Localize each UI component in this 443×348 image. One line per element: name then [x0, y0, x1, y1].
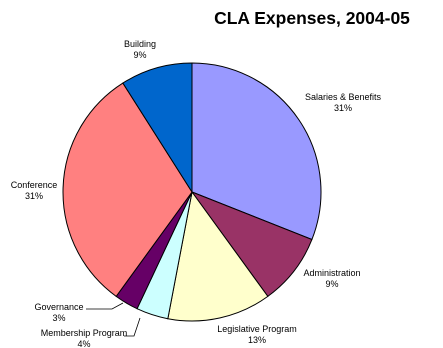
pie-slice-salaries-and-benefits	[191, 62, 322, 241]
slice-label-governance: Governance 3%	[34, 302, 83, 323]
slice-label-name: Administration	[303, 268, 360, 278]
slice-label-percent: 3%	[52, 313, 65, 323]
slice-label-percent: 13%	[248, 335, 266, 345]
pie-slice-conference	[62, 82, 193, 298]
slice-label-building: Building 9%	[124, 39, 156, 60]
slice-label-name: Conference	[11, 180, 58, 190]
slice-label-percent: 31%	[334, 103, 352, 113]
slice-label-name: Salaries & Benefits	[305, 92, 382, 102]
chart-title: CLA Expenses, 2004-05	[214, 8, 410, 28]
slice-label-conference: Conference 31%	[11, 180, 58, 201]
leader-line-membership-program	[124, 317, 141, 337]
slice-label-name: Legislative Program	[217, 324, 297, 334]
slice-label-name: Building	[124, 39, 156, 49]
slice-label-percent: 4%	[77, 339, 90, 348]
slice-label-name: Membership Program	[41, 328, 128, 338]
slice-label-name: Governance	[34, 302, 83, 312]
leader-line-governance	[86, 302, 124, 310]
slice-label-salaries-and-benefits: Salaries & Benefits 31%	[305, 92, 382, 113]
slice-label-percent: 9%	[133, 50, 146, 60]
pie-slice-building	[122, 62, 193, 194]
pie-slice-legislative-program	[167, 190, 269, 322]
slice-label-administration: Administration 9%	[303, 268, 360, 289]
slice-label-percent: 9%	[325, 279, 338, 289]
slice-label-legislative-program: Legislative Program 13%	[217, 324, 297, 345]
slice-label-membership-program: Membership Program 4%	[41, 328, 128, 348]
slice-label-percent: 31%	[25, 191, 43, 201]
